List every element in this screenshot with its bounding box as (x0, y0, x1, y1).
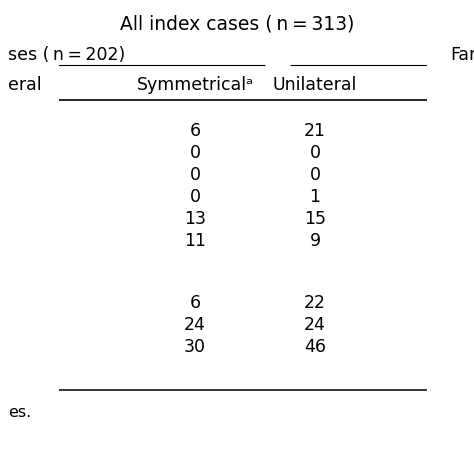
Text: 0: 0 (190, 144, 201, 162)
Text: 24: 24 (304, 316, 326, 334)
Text: 6: 6 (190, 294, 201, 312)
Text: Unilateral: Unilateral (273, 76, 357, 94)
Text: 30: 30 (184, 338, 206, 356)
Text: 0: 0 (190, 166, 201, 184)
Text: 13: 13 (184, 210, 206, 228)
Text: 0: 0 (190, 188, 201, 206)
Text: 6: 6 (190, 122, 201, 140)
Text: 22: 22 (304, 294, 326, 312)
Text: ses ( n = 202): ses ( n = 202) (8, 46, 125, 64)
Text: es.: es. (8, 405, 31, 420)
Text: 46: 46 (304, 338, 326, 356)
Text: 11: 11 (184, 232, 206, 250)
Text: 15: 15 (304, 210, 326, 228)
Text: 21: 21 (304, 122, 326, 140)
Text: 1: 1 (310, 188, 320, 206)
Text: All index cases ( n = 313): All index cases ( n = 313) (120, 15, 354, 34)
Text: eral: eral (8, 76, 42, 94)
Text: 0: 0 (310, 166, 320, 184)
Text: 24: 24 (184, 316, 206, 334)
Text: Fam: Fam (450, 46, 474, 64)
Text: 9: 9 (310, 232, 320, 250)
Text: Symmetricalᵃ: Symmetricalᵃ (137, 76, 254, 94)
Text: 0: 0 (310, 144, 320, 162)
